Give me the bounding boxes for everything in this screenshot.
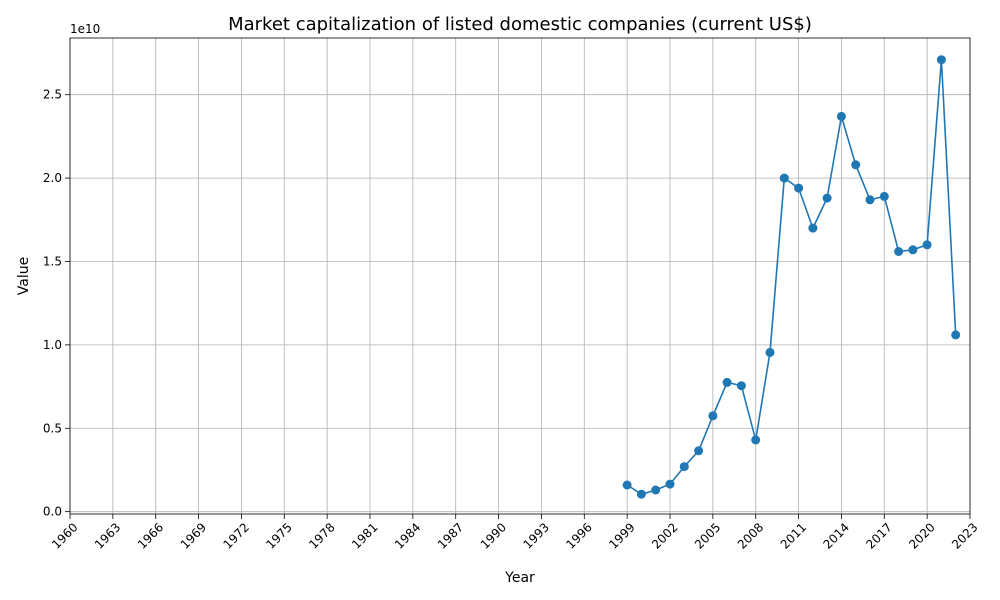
y-tick-label: 0.5: [43, 421, 62, 435]
data-point-2013: [822, 193, 832, 203]
x-tick-label: 2023: [949, 520, 980, 551]
data-point-2007: [736, 381, 746, 391]
data-point-2005: [708, 411, 718, 421]
data-point-2003: [679, 462, 689, 472]
data-point-2017: [879, 191, 889, 201]
data-point-1999: [622, 480, 632, 490]
x-tick-label: 1987: [435, 520, 466, 551]
x-tick-label: 1972: [221, 520, 252, 551]
data-point-2018: [894, 247, 904, 256]
x-tick-label: 1969: [178, 520, 209, 551]
x-tick-label: 1963: [92, 520, 123, 551]
x-tick-label: 1978: [306, 520, 337, 551]
series: [622, 55, 961, 499]
data-point-2002: [665, 479, 675, 489]
x-tick-label: 2014: [821, 520, 852, 551]
x-tick-label: 2020: [906, 520, 937, 551]
y-tick-label: 2.5: [43, 88, 62, 102]
y-tick-label: 2.0: [43, 171, 62, 185]
data-point-2011: [794, 183, 804, 193]
chart-title: Market capitalization of listed domestic…: [228, 14, 812, 35]
x-axis-ticks: 1960 1963 1966 1969 1972 1975 1978 1981 1984 1987…: [49, 514, 981, 552]
data-point-2020: [922, 240, 932, 250]
x-tick-label: 1984: [392, 520, 423, 551]
data-point-2022: [951, 330, 961, 340]
data-point-2014: [836, 111, 846, 121]
data-point-2001: [651, 485, 661, 495]
x-axis-title: Year: [504, 570, 535, 586]
x-tick-label: 1960: [49, 520, 80, 551]
grid: [69, 38, 971, 514]
data-point-2000: [636, 489, 646, 499]
data-point-2015: [851, 160, 861, 170]
x-tick-label: 1996: [563, 520, 594, 551]
data-point-2009: [765, 347, 775, 357]
x-tick-label: 1966: [135, 520, 166, 551]
x-tick-label: 2005: [692, 520, 723, 551]
x-tick-label: 2011: [778, 520, 809, 551]
data-point-2016: [865, 195, 875, 205]
y-tick-label: 1.5: [43, 254, 62, 268]
data-point-2019: [908, 245, 918, 255]
y-axis-title: Value: [16, 257, 32, 295]
data-point-2012: [808, 223, 818, 233]
y-tick-label: 1.0: [43, 338, 62, 352]
data-point-2021: [936, 55, 946, 65]
y-tick-label: 0.0: [43, 505, 62, 519]
x-tick-label: 2008: [735, 520, 766, 551]
plot-frame: [69, 37, 971, 515]
x-tick-label: 1990: [478, 520, 509, 551]
y-axis-ticks: 0.0 0.5 1.0 1.5 2.0 2.5: [43, 88, 70, 519]
data-point-2004: [694, 446, 704, 456]
series-line: [626, 59, 957, 496]
x-tick-label: 2017: [863, 520, 894, 551]
x-tick-label: 1981: [349, 520, 380, 551]
x-tick-label: 2002: [649, 520, 680, 551]
data-point-2008: [751, 435, 761, 445]
x-tick-label: 1975: [263, 520, 294, 551]
x-tick-label: 1999: [606, 520, 637, 551]
y-axis-offset-label: 1e10: [70, 22, 100, 36]
x-tick-label: 1993: [521, 520, 552, 551]
data-point-2006: [722, 377, 732, 387]
data-point-2010: [779, 173, 789, 183]
